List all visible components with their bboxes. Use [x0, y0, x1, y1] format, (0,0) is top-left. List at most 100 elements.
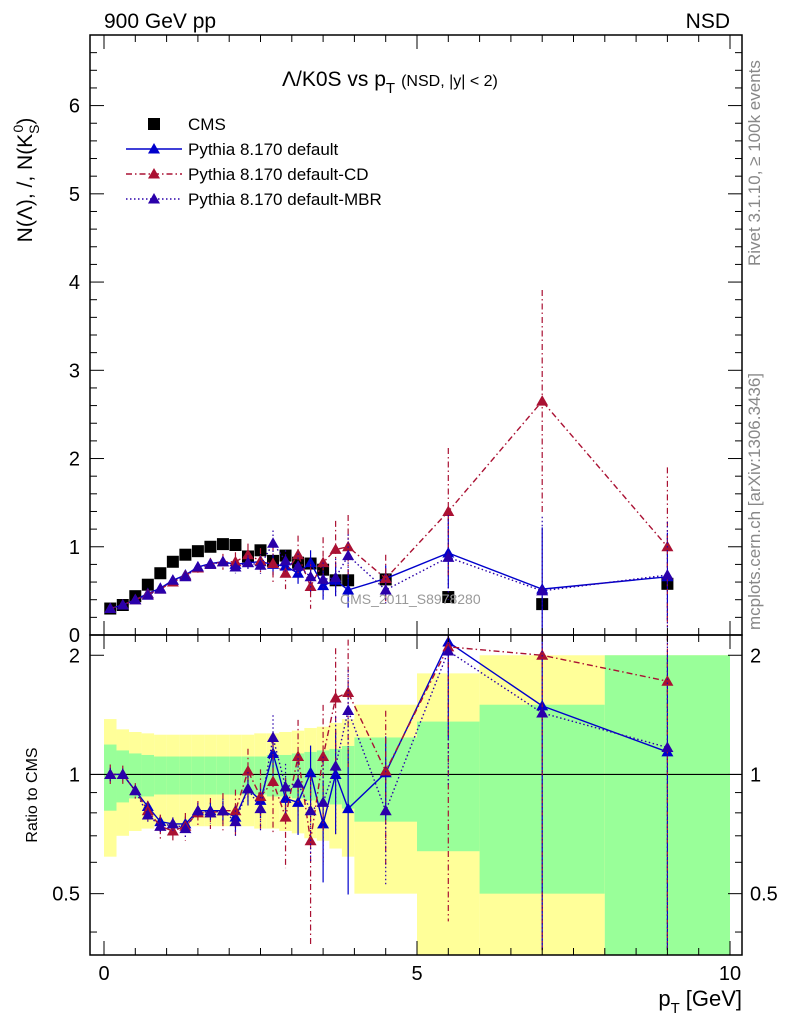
header-right: NSD	[686, 10, 730, 33]
ratio-data-point	[116, 768, 129, 779]
mc-data-point	[304, 570, 317, 582]
mc-data-point	[329, 571, 342, 583]
y-tick-label: 4	[69, 272, 80, 294]
legend: CMS Pythia 8.170 default Pythia 8.170 defa…	[126, 115, 382, 209]
ratio-data-point	[329, 760, 342, 771]
ratio-data-point	[279, 792, 292, 803]
inner-band-bin	[229, 756, 242, 795]
cms-data-point	[229, 539, 242, 551]
y-axis-label: N(Λ), /, N(KS0)	[10, 118, 42, 243]
mc-data-point	[317, 556, 330, 568]
ratio-series-line-2	[110, 649, 668, 830]
legend-marker	[148, 143, 160, 154]
y-tick-label: 0	[69, 625, 80, 647]
cms-data-point	[179, 548, 192, 561]
inner-band-bin	[254, 756, 267, 795]
x-tick-label: 0	[98, 963, 109, 985]
inner-band-bin	[141, 754, 155, 797]
ratio-series-line-0	[110, 640, 668, 825]
x-axis-label: pT [GeV]	[658, 986, 742, 1017]
ratio-y-tick-label-right: 1	[750, 764, 761, 786]
ratio-data-point	[241, 765, 254, 776]
ratio-data-point	[166, 817, 179, 829]
rivet-label: Rivet 3.1.10, ≥ 100k events	[745, 60, 764, 266]
cms-data-point	[204, 540, 217, 553]
inner-band-bin	[204, 756, 217, 795]
cms-data-point	[191, 545, 204, 558]
ratio-data-point	[279, 780, 292, 792]
ratio-data-point	[342, 686, 355, 698]
legend-label: CMS	[188, 115, 226, 134]
mc-data-point	[342, 540, 355, 552]
header-left: 900 GeV pp	[104, 10, 216, 33]
ratio-data-point	[329, 691, 342, 703]
y-tick-label: 5	[69, 184, 80, 206]
analysis-watermark: CMS_2011_S8978280	[340, 591, 481, 607]
cms-data-point	[442, 591, 455, 604]
mc-data-point	[267, 537, 280, 548]
mc-data-point	[304, 556, 317, 568]
mc-data-point	[141, 589, 154, 600]
cms-data-point	[141, 578, 154, 591]
ratio-series-line-1	[110, 646, 668, 841]
ratio-data-point	[661, 675, 674, 686]
mc-data-point	[317, 579, 330, 591]
ratio-y-tick-label: 0.5	[52, 884, 80, 906]
mc-data-point	[292, 560, 305, 571]
ratio-data-point	[292, 750, 305, 762]
mc-data-point	[166, 574, 179, 585]
mc-data-point	[536, 584, 549, 596]
ratio-data-point	[342, 704, 355, 716]
ratio-data-point	[304, 804, 317, 816]
legend-marker	[148, 193, 160, 204]
ratio-data-point	[292, 777, 305, 788]
ratio-data-point	[191, 804, 204, 816]
mc-data-point	[442, 505, 455, 516]
ratio-data-point	[104, 768, 117, 779]
ratio-data-point	[279, 811, 292, 822]
mc-data-point	[379, 584, 392, 595]
ratio-data-point	[536, 706, 549, 718]
legend-marker	[148, 168, 160, 179]
mc-data-point	[191, 561, 204, 572]
ratio-data-point	[179, 822, 192, 834]
ratio-data-point	[267, 731, 280, 742]
mc-data-point	[216, 555, 229, 567]
ratio-data-point	[129, 784, 142, 796]
legend-label: Pythia 8.170 default-MBR	[188, 190, 382, 209]
ratio-y-tick-label: 1	[69, 764, 80, 786]
mc-data-point	[536, 395, 549, 406]
plot-layer	[104, 290, 674, 951]
inner-band-bin	[154, 756, 167, 795]
ratio-data-point	[154, 820, 167, 831]
inner-band-bin	[179, 756, 192, 795]
ratio-data-point	[254, 790, 267, 801]
ratio-data-point	[536, 649, 549, 660]
ratio-data-point	[267, 775, 280, 786]
ratio-data-point	[379, 765, 392, 776]
cms-data-point	[166, 555, 179, 568]
mc-data-point	[129, 593, 142, 605]
mc-data-point	[342, 549, 355, 561]
mc-data-point	[317, 573, 330, 584]
legend-label: Pythia 8.170 default-CD	[188, 165, 369, 184]
cms-data-point	[216, 538, 229, 551]
ratio-data-point	[254, 802, 267, 814]
ratio-data-point	[661, 741, 674, 752]
ratio-data-point	[229, 815, 242, 827]
mc-data-point	[342, 584, 355, 595]
mc-data-point	[329, 543, 342, 554]
mc-data-point	[179, 570, 192, 582]
ratio-data-point	[317, 796, 330, 807]
inner-band-bin	[166, 756, 180, 795]
ratio-y-tick-label-right: 0.5	[750, 884, 778, 906]
series-line-2	[110, 400, 668, 610]
ratio-data-point	[342, 802, 355, 814]
mc-data-point	[304, 580, 317, 591]
ratio-data-point	[216, 804, 229, 816]
mc-data-point	[116, 599, 129, 610]
mc-data-point	[104, 602, 117, 614]
inner-band-bin	[216, 756, 230, 795]
legend-marker-cms	[148, 118, 160, 130]
